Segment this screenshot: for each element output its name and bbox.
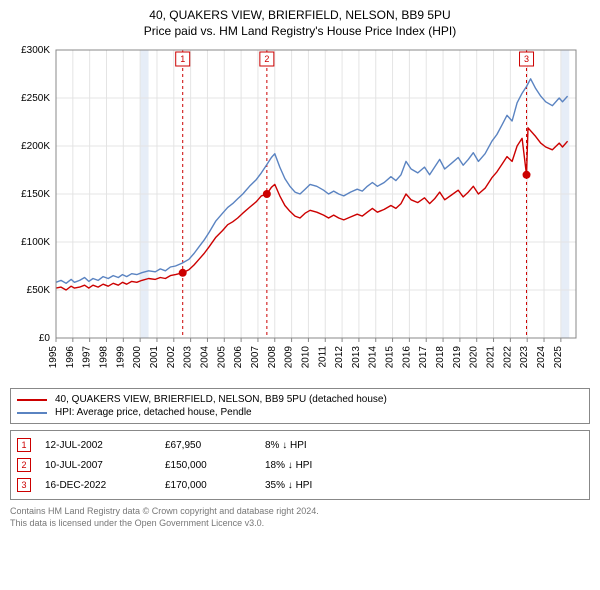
legend-label: HPI: Average price, detached house, Pend… (55, 407, 252, 418)
svg-text:£200K: £200K (21, 141, 50, 152)
svg-text:2011: 2011 (317, 346, 328, 368)
svg-text:2015: 2015 (385, 346, 396, 369)
event-price: £67,950 (165, 440, 265, 451)
svg-text:2005: 2005 (216, 346, 227, 369)
svg-text:2009: 2009 (284, 346, 295, 369)
event-row: 3 16-DEC-2022£170,00035% ↓ HPI (17, 475, 583, 495)
legend-row: 40, QUAKERS VIEW, BRIERFIELD, NELSON, BB… (17, 393, 583, 406)
event-delta: 8% ↓ HPI (265, 440, 355, 451)
chart-svg: £0 £50K £100K £150K £200K £250K £300K 1995 1996 1… (10, 42, 590, 382)
svg-text:£0: £0 (39, 333, 51, 344)
svg-text:£150K: £150K (21, 189, 50, 200)
legend: 40, QUAKERS VIEW, BRIERFIELD, NELSON, BB… (10, 388, 590, 424)
svg-text:£300K: £300K (21, 45, 50, 56)
svg-text:2017: 2017 (418, 346, 429, 369)
svg-text:2021: 2021 (486, 346, 497, 369)
svg-text:1997: 1997 (82, 346, 93, 369)
svg-text:2022: 2022 (502, 346, 513, 369)
svg-text:2013: 2013 (351, 346, 362, 369)
svg-text:2020: 2020 (469, 346, 480, 369)
svg-text:2006: 2006 (233, 346, 244, 369)
event-badge: 1 (17, 438, 31, 452)
svg-text:2023: 2023 (519, 346, 530, 369)
svg-text:2000: 2000 (132, 346, 143, 369)
svg-text:2014: 2014 (368, 346, 379, 369)
svg-text:2007: 2007 (250, 346, 261, 369)
svg-text:2025: 2025 (553, 346, 564, 369)
svg-text:2001: 2001 (149, 346, 160, 369)
legend-swatch (17, 412, 47, 414)
event-badge: 2 (17, 458, 31, 472)
event-date: 10-JUL-2007 (45, 460, 165, 471)
svg-text:3: 3 (524, 54, 529, 64)
svg-text:2010: 2010 (300, 346, 311, 369)
svg-text:1996: 1996 (65, 346, 76, 369)
svg-text:2002: 2002 (166, 346, 177, 369)
legend-swatch (17, 399, 47, 401)
event-price: £170,000 (165, 480, 265, 491)
svg-text:1998: 1998 (98, 346, 109, 369)
event-row: 2 10-JUL-2007£150,00018% ↓ HPI (17, 455, 583, 475)
svg-text:£250K: £250K (21, 93, 50, 104)
event-price: £150,000 (165, 460, 265, 471)
svg-text:1999: 1999 (115, 346, 126, 369)
svg-text:2004: 2004 (199, 346, 210, 369)
svg-text:2019: 2019 (452, 346, 463, 369)
event-delta: 18% ↓ HPI (265, 460, 355, 471)
svg-text:2008: 2008 (267, 346, 278, 369)
footer-note: Contains HM Land Registry data © Crown c… (10, 506, 590, 529)
svg-text:1: 1 (180, 54, 185, 64)
event-row: 1 12-JUL-2002£67,9508% ↓ HPI (17, 435, 583, 455)
svg-text:£100K: £100K (21, 237, 50, 248)
svg-text:2012: 2012 (334, 346, 345, 369)
events-table: 1 12-JUL-2002£67,9508% ↓ HPI 2 10-JUL-2007£… (10, 430, 590, 500)
chart-title: 40, QUAKERS VIEW, BRIERFIELD, NELSON, BB… (10, 8, 590, 22)
svg-text:2024: 2024 (536, 346, 547, 369)
event-badge: 3 (17, 478, 31, 492)
svg-text:1995: 1995 (48, 346, 59, 369)
event-date: 12-JUL-2002 (45, 440, 165, 451)
svg-text:2016: 2016 (401, 346, 412, 369)
legend-row: HPI: Average price, detached house, Pend… (17, 406, 583, 419)
legend-label: 40, QUAKERS VIEW, BRIERFIELD, NELSON, BB… (55, 394, 387, 405)
svg-text:2018: 2018 (435, 346, 446, 369)
svg-text:2: 2 (264, 54, 269, 64)
chart-subtitle: Price paid vs. HM Land Registry's House … (10, 24, 590, 38)
event-delta: 35% ↓ HPI (265, 480, 355, 491)
event-date: 16-DEC-2022 (45, 480, 165, 491)
footer-line-1: Contains HM Land Registry data © Crown c… (10, 506, 590, 518)
svg-text:2003: 2003 (183, 346, 194, 369)
price-chart: £0 £50K £100K £150K £200K £250K £300K 1995 1996 1… (10, 42, 590, 382)
footer-line-2: This data is licensed under the Open Gov… (10, 518, 590, 530)
svg-text:£50K: £50K (27, 285, 51, 296)
